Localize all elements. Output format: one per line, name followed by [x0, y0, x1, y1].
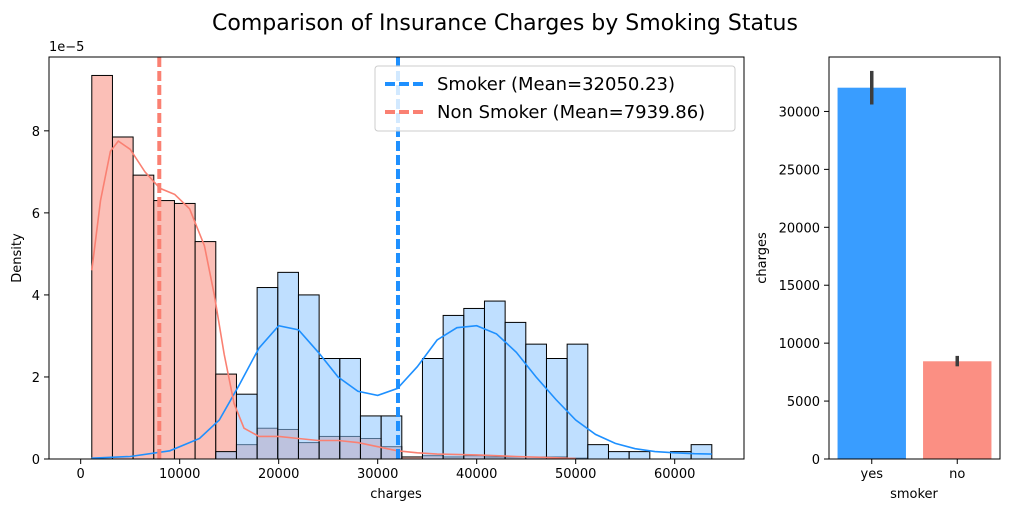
- hist-bar-smoker-20: [504, 321, 527, 460]
- bar-y-tick-label: 20000: [779, 221, 820, 236]
- bar-yes: [837, 87, 906, 459]
- kde-line-smoker: [91, 324, 712, 459]
- hist-bar-non-smoker-3: [153, 200, 175, 460]
- legend-frame: [374, 65, 736, 132]
- hist-bar-smoker-9: [277, 271, 299, 460]
- hist-bar-smoker-19: [483, 300, 506, 460]
- x-tick-label: 30000: [357, 467, 398, 482]
- bar-x-label: smoker: [890, 487, 938, 502]
- hist-bar-smoker-13: [359, 415, 382, 460]
- x-tick-label: 10000: [159, 467, 200, 482]
- y-tick-label: 0: [32, 453, 40, 468]
- x-tick-label: 60000: [654, 467, 695, 482]
- bar-y-tick-label: 0: [812, 453, 820, 468]
- bar-y-tick-label: 25000: [779, 163, 820, 178]
- x-tick-label: 40000: [456, 467, 497, 482]
- hist-bar-smoker-17: [442, 314, 465, 460]
- legend-label-non-smoker: Non Smoker (Mean=7939.86): [437, 102, 705, 123]
- hist-bar-smoker-11: [318, 358, 341, 460]
- hist-bar-smoker-8: [256, 287, 279, 460]
- bar-x-tick-label: yes: [861, 467, 884, 482]
- bar-plot-frame: [828, 56, 1001, 460]
- kde-curves: [91, 140, 712, 460]
- hist-bar-smoker-29: [690, 444, 713, 460]
- x-tick-label: 20000: [258, 467, 299, 482]
- hist-bar-non-smoker-1: [111, 136, 134, 460]
- hist-bar-smoker-7: [235, 393, 258, 460]
- kde-line-non-smoker: [91, 140, 576, 460]
- bar-y-tick-label: 30000: [779, 105, 820, 120]
- y-tick-label: 2: [32, 371, 40, 386]
- histogram-y-multiplier: 1e−5: [49, 40, 84, 55]
- bar-chart-bars: [837, 70, 992, 459]
- bar-y-tick-label: 10000: [779, 337, 820, 352]
- histogram-y-ticks: 0 2 4 6 8: [32, 125, 49, 468]
- histogram-chart: 0 10000 20000 30000 40000 50000 60000 0 2 4 6 8 1e…: [10, 40, 745, 502]
- hist-bar-smoker-25: [607, 451, 630, 460]
- mean-lines: [157, 57, 400, 459]
- histogram-x-ticks: 0 10000 20000 30000 40000 50000 60000: [77, 459, 695, 482]
- hist-bar-non-smoker-0: [91, 74, 113, 460]
- bar-y-tick-label: 5000: [787, 395, 820, 410]
- hist-bar-smoker-18: [463, 307, 485, 460]
- histogram-bars: [91, 74, 713, 460]
- x-tick-label: 0: [77, 467, 85, 482]
- histogram-y-label: Density: [10, 233, 25, 283]
- bar-chart: yes no 0 5000 10000 15000 20000 25000 30000 smo…: [755, 56, 1001, 502]
- hist-bar-smoker-23: [566, 343, 589, 460]
- hist-bar-smoker-12: [339, 358, 361, 460]
- histogram-x-label: charges: [370, 487, 422, 502]
- legend-label-smoker: Smoker (Mean=32050.23): [437, 74, 675, 95]
- bar-y-ticks: 0 5000 10000 15000 20000 25000 30000: [779, 105, 829, 468]
- hist-bar-smoker-16: [421, 358, 444, 460]
- figure-title: Comparison of Insurance Charges by Smoki…: [212, 11, 798, 36]
- hist-bar-non-smoker-6: [215, 373, 237, 460]
- hist-bar-smoker-24: [587, 444, 609, 460]
- hist-bar-non-smoker-4: [173, 202, 196, 460]
- hist-bar-smoker-21: [525, 343, 547, 460]
- hist-bar-smoker-26: [628, 451, 651, 460]
- bar-y-tick-label: 15000: [779, 279, 820, 294]
- hist-bar-smoker-10: [297, 294, 320, 460]
- y-tick-label: 4: [32, 289, 40, 304]
- bar-no: [923, 361, 992, 459]
- hist-bar-smoker-6: [215, 451, 237, 460]
- y-tick-label: 6: [32, 207, 40, 222]
- histogram-plot-frame: [48, 56, 745, 460]
- bar-x-tick-label: no: [949, 467, 965, 482]
- legend: Smoker (Mean=32050.23) Non Smoker (Mean=…: [374, 65, 736, 132]
- bar-x-ticks: yes no: [861, 459, 965, 482]
- y-tick-label: 8: [32, 125, 40, 140]
- hist-bar-non-smoker-2: [132, 174, 155, 460]
- x-tick-label: 50000: [555, 467, 596, 482]
- bar-y-label: charges: [755, 232, 770, 284]
